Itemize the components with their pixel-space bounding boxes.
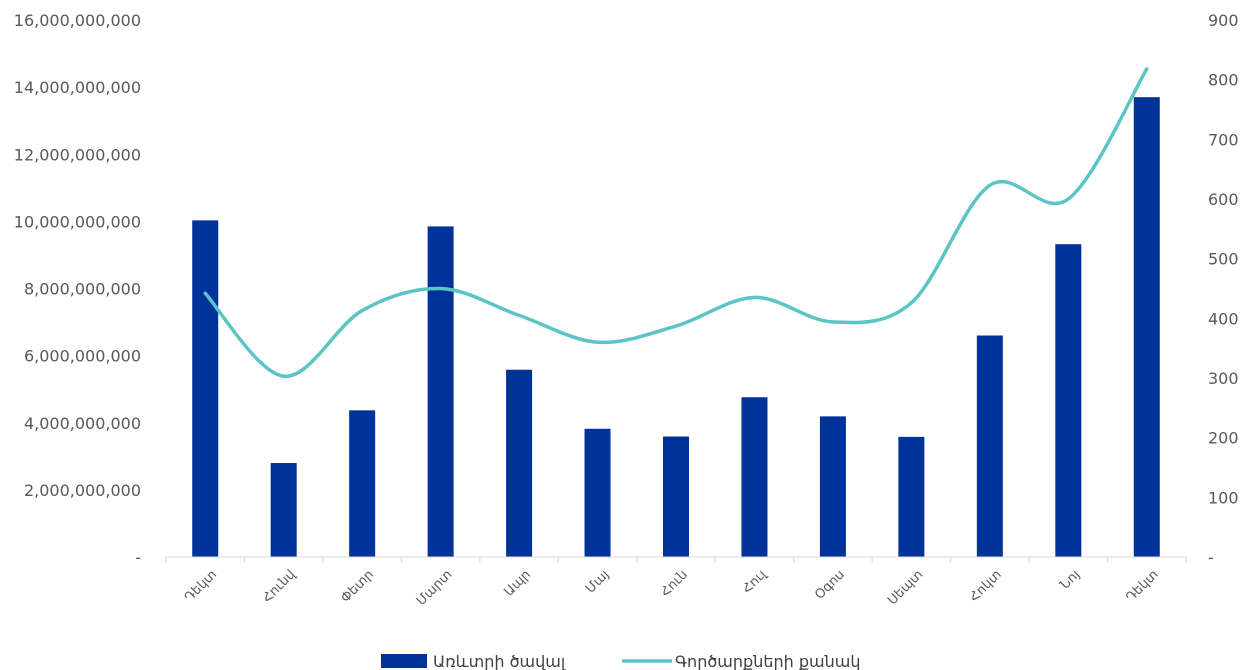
bar [663, 436, 689, 557]
bar [427, 226, 454, 557]
left-tick-label: 14,000,000,000 [14, 78, 141, 97]
left-tick-label: 12,000,000,000 [14, 145, 141, 164]
legend-line-label: Գործարքների քանակ [675, 652, 860, 670]
bar [819, 416, 846, 557]
legend-bar-swatch [381, 654, 427, 668]
right-tick-label: 900 [1208, 11, 1239, 30]
bar [741, 397, 768, 557]
bar [976, 335, 1003, 557]
category-label: Հուն [658, 567, 691, 600]
category-label: Դեկտ [182, 567, 220, 605]
right-tick-label: - [1208, 548, 1214, 567]
legend-bar-label: Առևտրի ծավալ [433, 652, 566, 670]
category-label: Մարտ [414, 567, 456, 609]
left-axis-ticks: - 2,000,000,000 4,000,000,000 6,000,000,000… [14, 11, 141, 567]
left-tick-label: 4,000,000,000 [24, 414, 141, 433]
category-label: Հուլ [740, 567, 770, 597]
category-label: Հունվ [260, 567, 299, 606]
left-tick-label: - [135, 548, 141, 567]
right-tick-label: 700 [1208, 130, 1239, 149]
legend: Առևտրի ծավալ Գործարքների քանակ [381, 652, 860, 670]
bar [349, 410, 376, 557]
bar [584, 428, 611, 557]
right-tick-label: 300 [1208, 369, 1239, 388]
right-tick-label: 800 [1208, 71, 1239, 90]
category-label: Փետր [338, 567, 377, 606]
left-tick-label: 2,000,000,000 [24, 481, 141, 500]
series-line [203, 67, 1149, 378]
bar [192, 220, 219, 557]
left-tick-label: 6,000,000,000 [24, 347, 141, 366]
category-label: Ապր [501, 567, 533, 599]
right-axis-ticks: - 100 200 300 400 500 600 700 800 900 [1208, 11, 1239, 567]
bar [506, 369, 533, 557]
bar [270, 463, 297, 557]
category-label: Հոկտ [967, 567, 1005, 605]
bar [1133, 97, 1160, 557]
right-tick-label: 500 [1208, 250, 1239, 269]
category-label: Դեկտ [1123, 567, 1161, 605]
category-label: Սեպտ [885, 567, 926, 608]
category-label: Նոյ [1058, 567, 1084, 593]
right-tick-label: 400 [1208, 309, 1239, 328]
bar-series [192, 97, 1160, 557]
axes [165, 556, 1187, 563]
category-label: Մայ [583, 567, 612, 596]
right-tick-label: 600 [1208, 190, 1239, 209]
category-labels: Դեկտ Հունվ Փետր Մարտ Ապր Մայ Հուն Հուլ Օգոս Սեպտ Հ… [182, 567, 1162, 609]
right-tick-label: 100 [1208, 488, 1239, 507]
bar [1055, 244, 1082, 557]
line-series [203, 67, 1149, 378]
left-tick-label: 8,000,000,000 [24, 280, 141, 299]
left-tick-label: 10,000,000,000 [14, 212, 141, 231]
left-tick-label: 16,000,000,000 [14, 11, 141, 30]
category-label: Օգոս [812, 567, 848, 603]
bar [898, 436, 925, 557]
right-tick-label: 200 [1208, 429, 1239, 448]
